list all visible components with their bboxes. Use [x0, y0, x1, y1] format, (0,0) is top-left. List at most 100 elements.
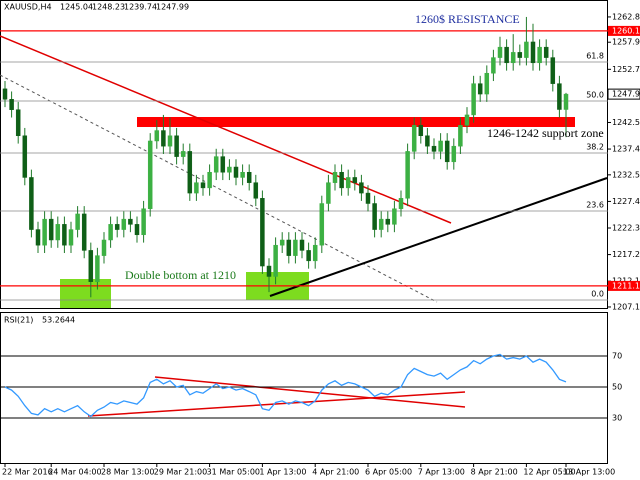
candle-body	[187, 151, 193, 194]
trend-line	[0, 35, 452, 224]
price-box	[607, 88, 640, 100]
candle-body	[293, 239, 298, 256]
candle-body	[543, 46, 549, 58]
candle-body	[213, 156, 219, 173]
candle-body	[438, 140, 443, 152]
x-tick-label: 12 Apr 05:00	[523, 468, 575, 477]
x-tick-label: 13 Apr 13:00	[563, 468, 615, 477]
rsi-tick-label: 70	[612, 352, 622, 361]
x-tick-label: 29 Mar 21:00	[154, 468, 207, 477]
candle-body	[88, 250, 94, 282]
candle-body	[220, 156, 226, 173]
candle-body	[2, 88, 8, 100]
candle-body	[464, 114, 470, 126]
candle-body	[128, 218, 133, 225]
candle-body	[312, 244, 318, 262]
candle-body	[95, 255, 100, 282]
candle-body	[279, 239, 285, 246]
x-tick-label: 1 Apr 13:00	[259, 468, 306, 477]
candle-body	[114, 224, 120, 230]
candle-body	[147, 140, 153, 209]
candle-body	[42, 218, 47, 246]
rsi-value: 53.2644	[42, 316, 75, 325]
candle-body	[326, 182, 331, 204]
candle-body	[246, 171, 252, 183]
y-tick-label: 1227.40	[612, 197, 640, 206]
rsi-trend-line	[154, 376, 466, 408]
candle-body	[48, 218, 54, 241]
y-tick-label: 1257.95	[612, 38, 640, 47]
candle-body	[108, 224, 113, 241]
rsi-line	[4, 353, 567, 418]
x-tick-label: 22 Mar 2016	[2, 468, 53, 477]
level-box	[608, 25, 640, 36]
candle-body	[121, 218, 127, 230]
x-tick-label: 7 Apr 13:00	[418, 468, 465, 477]
main-frame	[0, 0, 608, 309]
candle-body	[207, 171, 212, 189]
candle-body	[537, 46, 542, 64]
level-box	[608, 280, 640, 291]
candle-body	[299, 239, 305, 251]
candle-body	[266, 265, 272, 277]
y-tick-label: 1237.45	[612, 145, 640, 154]
rsi-tick-label: 50	[612, 383, 622, 392]
candle-body	[15, 109, 21, 137]
rsi-name: RSI(21)	[4, 316, 33, 325]
x-tick-label: 6 Apr 05:00	[365, 468, 412, 477]
candle-body	[55, 224, 61, 241]
candle-body	[134, 224, 140, 236]
candle-body	[372, 203, 377, 230]
candle-body	[101, 239, 107, 256]
candle-body	[180, 151, 186, 157]
candle-body	[161, 130, 166, 147]
candle-body	[68, 229, 74, 246]
candle-body	[200, 182, 206, 189]
candle-body	[458, 125, 463, 147]
candle-body	[425, 135, 430, 147]
candle-body	[510, 52, 516, 64]
level-label: 1260.12	[612, 26, 640, 35]
candle-body	[260, 198, 265, 267]
candle-body	[418, 125, 424, 137]
candle-body	[411, 125, 417, 152]
candle-body	[9, 99, 14, 110]
candle-body	[352, 177, 358, 183]
fib-label: 23.6	[586, 201, 604, 210]
support-zone-band	[137, 117, 575, 127]
candle-body	[491, 57, 496, 74]
candle-body	[75, 213, 80, 230]
candle-body	[405, 151, 410, 199]
candle-body	[154, 130, 160, 142]
current-price: 1247.99	[612, 90, 640, 99]
symbol: XAUUSD,H4	[4, 3, 52, 12]
candle-body	[497, 46, 503, 58]
candle-body	[339, 171, 344, 189]
candle-body	[345, 177, 351, 189]
x-tick-label: 4 Apr 21:00	[312, 468, 359, 477]
candle-body	[477, 83, 483, 95]
candle-body	[174, 135, 179, 157]
candle-body	[471, 83, 476, 116]
candle-body	[484, 72, 490, 95]
header-close: 1247.99	[156, 3, 189, 12]
x-tick-label: 28 Mar 13:00	[101, 468, 154, 477]
candle-body	[273, 244, 278, 277]
candle-body	[167, 135, 173, 147]
candle-body	[378, 218, 384, 230]
candle-body	[398, 198, 404, 209]
candle-body	[141, 208, 146, 236]
candle-body	[81, 213, 87, 251]
y-tick-label: 1222.30	[612, 224, 640, 233]
candle-body	[392, 208, 397, 225]
double-bottom-annotation: Double bottom at 1210	[125, 268, 236, 282]
y-tick-label: 1217.20	[612, 250, 640, 259]
candle-body	[563, 93, 569, 110]
x-tick-label: 8 Apr 21:00	[471, 468, 518, 477]
header-low: 1239.74	[124, 3, 157, 12]
candle-body	[444, 140, 450, 163]
rsi-frame	[0, 312, 608, 464]
candle-body	[530, 41, 536, 64]
candle-body	[35, 229, 41, 246]
level-label: 1211.19	[612, 281, 640, 290]
